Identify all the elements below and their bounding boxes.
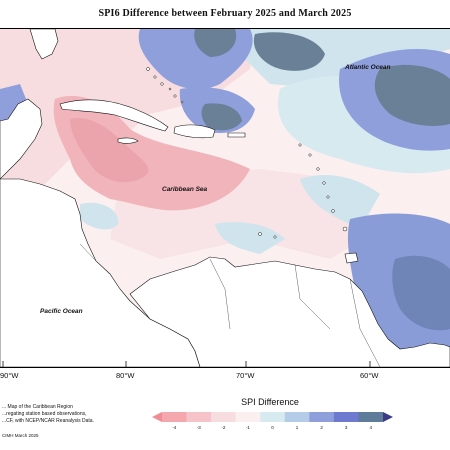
- legend-tick-label: -2: [221, 425, 226, 430]
- legend-title: SPI Difference: [241, 397, 299, 407]
- legend-segment: [284, 412, 310, 422]
- anomaly-slate-north: [194, 29, 237, 57]
- anomaly-pink-inner: [70, 118, 149, 183]
- spi-difference-map: [0, 29, 450, 367]
- legend-segment: [211, 412, 236, 422]
- legend-tick-label: -1: [245, 425, 250, 430]
- anomaly-light-blue-gulf: [80, 202, 119, 230]
- legend-tick-label: 3: [344, 425, 348, 430]
- legend-segment: [235, 412, 261, 422]
- footnote: ... Map of the Caribbean Region ...regat…: [2, 404, 94, 425]
- map-frame: [0, 28, 450, 368]
- land-hispaniola: [173, 124, 216, 139]
- land-trinidad: [344, 252, 359, 264]
- lon-label-60w: 60°W: [360, 371, 379, 380]
- legend-tick-label: -3: [196, 425, 201, 430]
- legend-segment: [383, 412, 393, 422]
- footnote-line-1: ... Map of the Caribbean Region: [2, 404, 73, 410]
- legend-segment: [152, 412, 162, 422]
- credit: CIMH March 2025: [2, 433, 39, 438]
- anomaly-light-blue-east: [300, 174, 380, 229]
- legend-segment: [162, 412, 187, 422]
- land-jamaica: [117, 137, 139, 144]
- map-title: SPI6 Difference between February 2025 an…: [98, 8, 352, 19]
- legend-tick-label: 4: [369, 425, 372, 430]
- land-south-america: [129, 256, 450, 367]
- lon-ticks: [2, 361, 371, 367]
- anomaly-slate-atlantic-1: [253, 32, 325, 71]
- anomaly-slate-atlantic-2: [374, 64, 450, 126]
- legend-tick-label: -4: [172, 425, 177, 430]
- anomaly-pink-core: [53, 95, 250, 211]
- legend-segment: [186, 412, 212, 422]
- lon-label-70w: 70°W: [236, 371, 255, 380]
- land-central-america: [0, 98, 43, 180]
- legend-segment: [358, 412, 384, 422]
- legend-tick-label: 0: [271, 425, 274, 430]
- anomaly-slate-south: [392, 255, 450, 331]
- label-caribbean-sea: Caribbean Sea: [162, 186, 208, 193]
- lon-label-90w: 90°W: [0, 371, 19, 380]
- anomaly-light-blue-venezuela-coast: [215, 222, 285, 254]
- land-puerto-rico: [227, 132, 246, 138]
- footnote-line-3: ...CF, with NCEP/NCAR Reanalysis Data.: [2, 418, 94, 424]
- legend-colorbar: [152, 412, 393, 422]
- label-atlantic-ocean: Atlantic Ocean: [345, 64, 391, 71]
- legend-segment: [309, 412, 335, 422]
- land-lesser-antilles: [258, 143, 348, 239]
- footnote-line-2: ...regating station based observations,: [2, 411, 87, 417]
- border-lines: [79, 243, 381, 367]
- land-florida: [29, 29, 59, 60]
- legend-tick-label: 1: [295, 425, 299, 430]
- anomaly-slate-central: [201, 103, 242, 131]
- land-cuba: [59, 99, 169, 132]
- label-pacific-ocean: Pacific Ocean: [40, 308, 83, 315]
- legend-segment: [333, 412, 359, 422]
- lon-label-80w: 80°W: [116, 371, 135, 380]
- legend-tick-label: 2: [320, 425, 323, 430]
- land-bahamas: [146, 67, 184, 104]
- legend-segment: [260, 412, 286, 422]
